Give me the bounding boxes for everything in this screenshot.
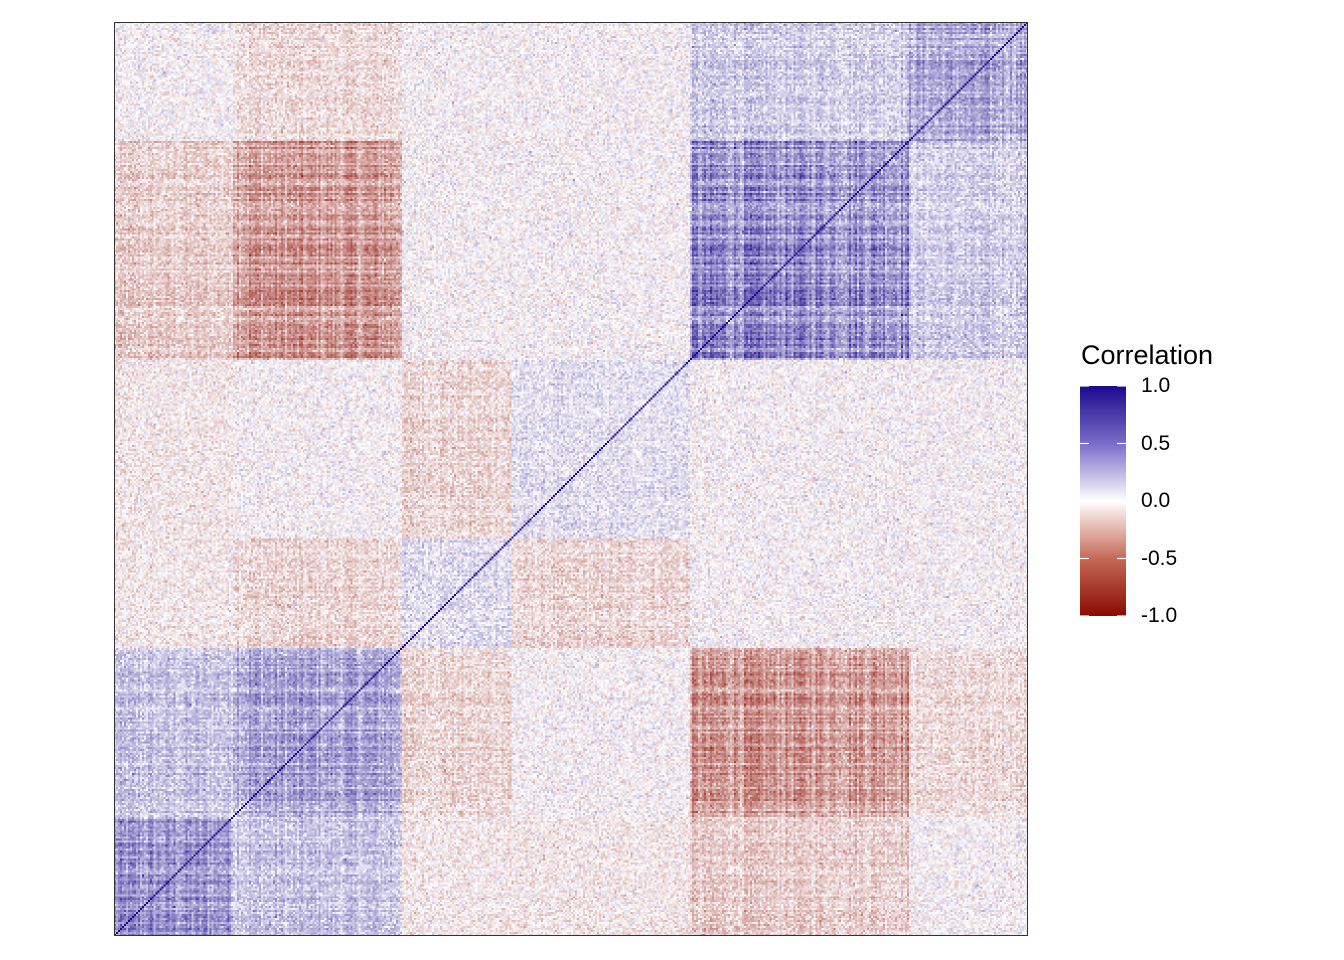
- legend-tick-label: 0.0: [1141, 489, 1171, 512]
- correlation-heatmap: [114, 22, 1028, 936]
- legend-tick-label: -1.0: [1141, 604, 1178, 627]
- legend: Correlation 1.0 0.5 0.0 -0.5 -1.0: [1080, 340, 1280, 640]
- legend-colorbar: [1080, 386, 1126, 616]
- legend-tick-label: 0.5: [1141, 431, 1171, 455]
- correlation-heatmap-panel: [114, 22, 1028, 936]
- legend-title: Correlation: [1081, 340, 1214, 370]
- legend-tick-label: 1.0: [1141, 374, 1171, 397]
- legend-tick-label: -0.5: [1141, 546, 1178, 570]
